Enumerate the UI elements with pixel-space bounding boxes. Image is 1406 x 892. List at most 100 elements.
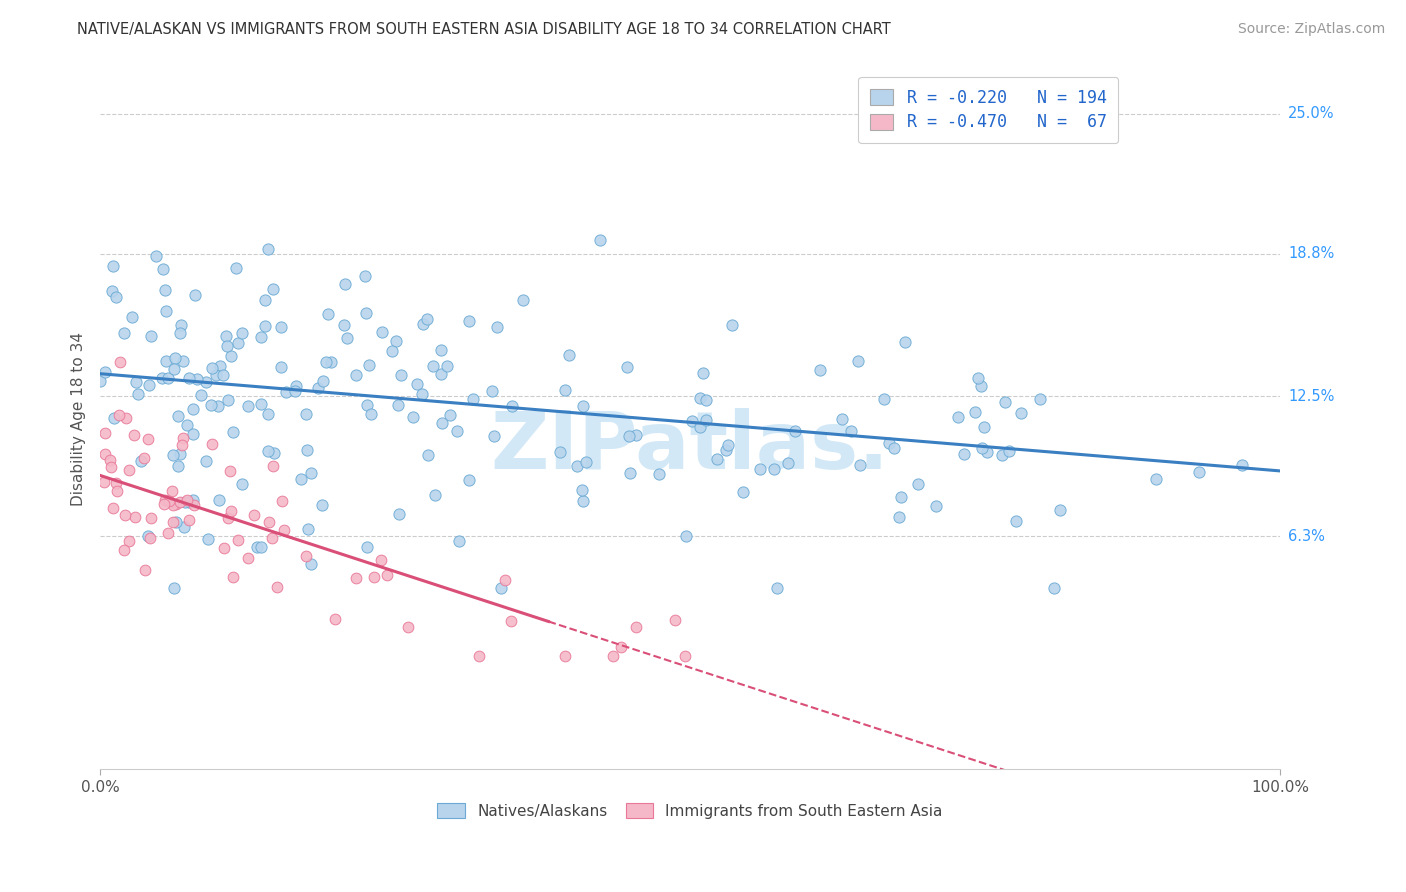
- Point: [695, 393, 717, 408]
- Point: [554, 384, 576, 398]
- Point: [179, 513, 201, 527]
- Point: [250, 397, 273, 411]
- Point: [132, 450, 155, 465]
- Point: [215, 328, 238, 343]
- Point: [125, 375, 148, 389]
- Point: [624, 620, 647, 634]
- Point: [388, 507, 411, 521]
- Point: [170, 438, 193, 452]
- Point: [571, 483, 593, 497]
- Point: [648, 467, 671, 481]
- Point: [177, 370, 200, 384]
- Text: 12.5%: 12.5%: [1288, 389, 1334, 404]
- Point: [219, 349, 242, 363]
- Point: [446, 424, 468, 438]
- Point: [344, 571, 367, 585]
- Point: [262, 531, 284, 545]
- Point: [360, 407, 382, 421]
- Point: [976, 445, 998, 459]
- Point: [385, 334, 408, 348]
- Point: [169, 326, 191, 340]
- Point: [458, 473, 481, 487]
- Point: [284, 384, 307, 398]
- Point: [217, 339, 239, 353]
- Point: [155, 303, 177, 318]
- Point: [190, 388, 212, 402]
- Point: [548, 445, 571, 459]
- Point: [274, 385, 297, 400]
- Point: [748, 462, 770, 476]
- Point: [887, 509, 910, 524]
- Point: [197, 532, 219, 546]
- Point: [619, 466, 641, 480]
- Point: [673, 649, 696, 664]
- Point: [706, 452, 728, 467]
- Y-axis label: Disability Age 18 to 34: Disability Age 18 to 34: [72, 332, 86, 506]
- Point: [262, 458, 284, 473]
- Point: [226, 533, 249, 548]
- Point: [249, 540, 271, 554]
- Point: [1144, 472, 1167, 486]
- Point: [124, 509, 146, 524]
- Point: [449, 533, 471, 548]
- Text: 6.3%: 6.3%: [1288, 529, 1324, 544]
- Point: [217, 392, 239, 407]
- Point: [209, 359, 232, 374]
- Point: [170, 318, 193, 332]
- Point: [94, 425, 117, 440]
- Point: [565, 459, 588, 474]
- Text: 18.8%: 18.8%: [1288, 246, 1334, 261]
- Point: [153, 283, 176, 297]
- Point: [156, 371, 179, 385]
- Point: [721, 318, 744, 332]
- Point: [165, 515, 187, 529]
- Point: [589, 233, 612, 247]
- Point: [169, 447, 191, 461]
- Point: [363, 570, 385, 584]
- Point: [675, 529, 697, 543]
- Point: [872, 392, 894, 406]
- Point: [254, 318, 277, 333]
- Point: [762, 462, 785, 476]
- Point: [370, 553, 392, 567]
- Point: [436, 359, 458, 373]
- Point: [108, 408, 131, 422]
- Point: [93, 447, 115, 461]
- Point: [970, 379, 993, 393]
- Point: [136, 432, 159, 446]
- Point: [162, 361, 184, 376]
- Point: [273, 523, 295, 537]
- Point: [134, 563, 156, 577]
- Point: [186, 372, 208, 386]
- Point: [778, 456, 800, 470]
- Point: [118, 463, 141, 477]
- Point: [108, 355, 131, 369]
- Point: [681, 414, 703, 428]
- Point: [499, 614, 522, 628]
- Point: [257, 407, 280, 421]
- Point: [284, 379, 307, 393]
- Point: [333, 277, 356, 291]
- Point: [967, 370, 990, 384]
- Point: [808, 363, 831, 377]
- Point: [731, 484, 754, 499]
- Point: [122, 428, 145, 442]
- Point: [295, 408, 318, 422]
- Point: [439, 408, 461, 422]
- Point: [104, 475, 127, 490]
- Point: [994, 394, 1017, 409]
- Point: [225, 261, 247, 276]
- Point: [184, 288, 207, 302]
- Text: ZIPatlas.: ZIPatlas.: [491, 408, 890, 486]
- Point: [575, 455, 598, 469]
- Point: [266, 580, 288, 594]
- Point: [295, 442, 318, 457]
- Point: [1188, 465, 1211, 479]
- Point: [295, 549, 318, 564]
- Text: Source: ZipAtlas.com: Source: ZipAtlas.com: [1237, 22, 1385, 37]
- Point: [100, 453, 122, 467]
- Point: [169, 495, 191, 509]
- Point: [481, 384, 503, 398]
- Point: [231, 476, 253, 491]
- Point: [222, 570, 245, 584]
